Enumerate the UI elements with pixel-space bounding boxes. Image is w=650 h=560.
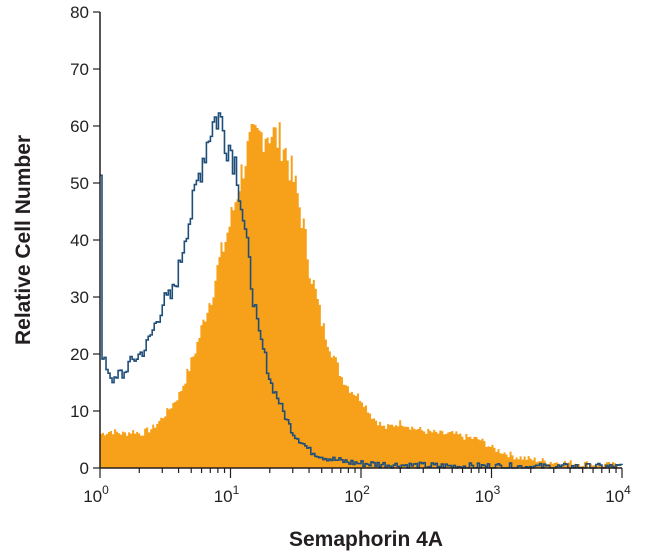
x-tick-exponent: 1	[233, 483, 240, 497]
y-tick-label: 50	[70, 174, 89, 193]
x-tick-base: 10	[83, 487, 102, 506]
y-tick-label: 80	[70, 3, 89, 22]
x-tick-base: 10	[605, 487, 624, 506]
x-tick-label: 104	[605, 483, 631, 506]
x-tick-base: 10	[475, 487, 494, 506]
x-tick-base: 10	[214, 487, 233, 506]
y-ticks: 0 10 20 30 40 50 60 70 80	[70, 3, 100, 478]
x-tick-base: 10	[344, 487, 363, 506]
series-filled-histogram	[100, 122, 622, 468]
y-tick-label: 40	[70, 231, 89, 250]
y-tick-label: 0	[80, 459, 89, 478]
y-tick-label: 60	[70, 117, 89, 136]
x-tick-exponent: 4	[624, 483, 631, 497]
x-tick-label: 103	[475, 483, 501, 506]
y-tick-label: 10	[70, 402, 89, 421]
series-layer	[100, 112, 623, 469]
x-tick-exponent: 2	[363, 483, 370, 497]
x-axis-title: Semaphorin 4A	[289, 528, 443, 551]
x-tick-label: 102	[344, 483, 370, 506]
y-tick-label: 20	[70, 345, 89, 364]
x-ticks: 100 101 102 103 104	[83, 468, 631, 506]
x-tick-label: 100	[83, 483, 109, 506]
y-axis-title: Relative Cell Number	[12, 135, 35, 345]
x-tick-exponent: 0	[102, 483, 109, 497]
y-tick-label: 30	[70, 288, 89, 307]
y-tick-label: 70	[70, 60, 89, 79]
x-tick-exponent: 3	[494, 483, 501, 497]
x-tick-label: 101	[214, 483, 240, 506]
